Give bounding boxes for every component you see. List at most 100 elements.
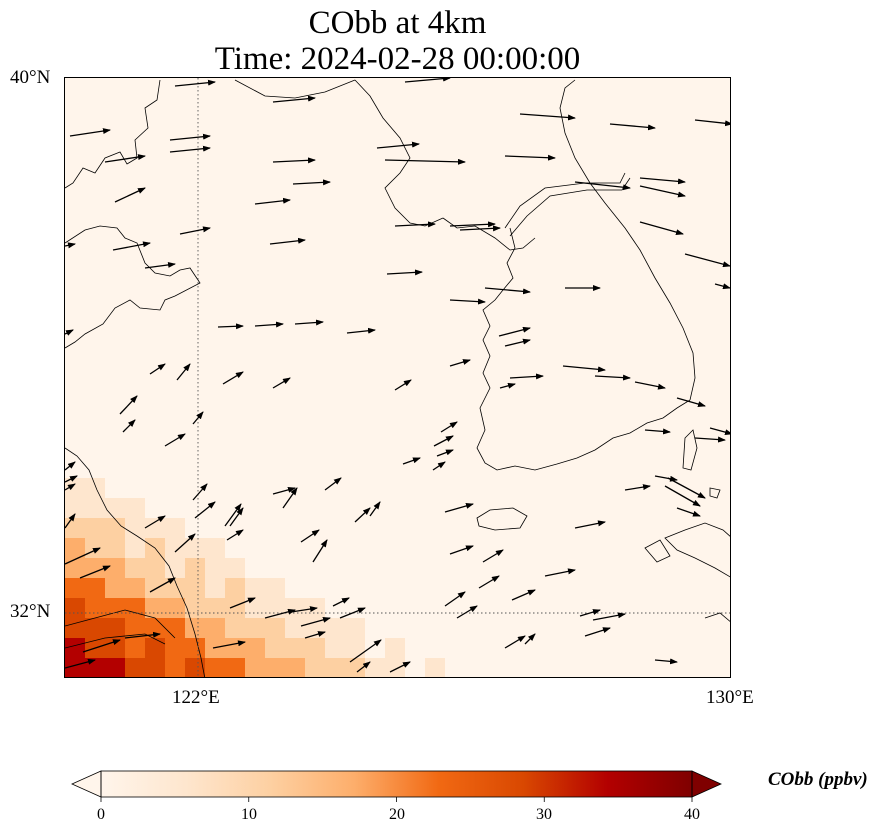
field-cell (145, 558, 166, 579)
field-cell (345, 638, 366, 659)
field-cell (85, 478, 106, 499)
field-cell (165, 498, 186, 519)
colorbar-tick-20: 20 (389, 806, 405, 823)
wind-vector (104, 154, 146, 163)
wind-vector (511, 589, 536, 601)
wind-vector (562, 365, 606, 373)
field-cell (65, 618, 86, 639)
field-cell (145, 498, 166, 519)
wind-vector (478, 575, 500, 589)
field-cell (305, 638, 326, 659)
field-cell (125, 558, 146, 579)
wind-vector (634, 381, 666, 390)
wind-vector (176, 363, 191, 381)
wind-vector (504, 635, 526, 649)
wind-vector (65, 475, 78, 483)
field-cell (105, 458, 126, 479)
colorbar-label: CObb (ppbv) (768, 769, 868, 790)
field-cell (225, 578, 246, 599)
wind-vector (290, 606, 318, 613)
wind-vector (504, 338, 531, 347)
field-cell (125, 658, 146, 677)
gridlines (65, 78, 730, 677)
field-cell (125, 578, 146, 599)
wind-vector (509, 373, 544, 380)
wind-vector (300, 529, 320, 543)
field-cell (325, 578, 346, 599)
field-cell (325, 638, 346, 659)
field-cell (145, 658, 166, 677)
wind-vector (217, 323, 244, 330)
wind-vector (694, 119, 730, 127)
map-canvas (65, 78, 730, 677)
field-cell (105, 558, 126, 579)
wind-vector (384, 158, 466, 165)
wind-vector (676, 397, 706, 407)
field-cell (65, 518, 86, 539)
colorbar-max-extension (691, 770, 722, 798)
field-cell (225, 558, 246, 579)
field-cell (245, 638, 266, 659)
wind-vector (584, 627, 611, 637)
wind-vector (69, 128, 111, 137)
wind-vector (389, 661, 411, 673)
wind-vector (264, 608, 296, 619)
colorbar-gradient (101, 771, 692, 797)
wind-vector (169, 133, 211, 141)
field-cell (205, 658, 226, 677)
field-cell (205, 638, 226, 659)
lon-label-122e: 122°E (172, 687, 220, 708)
field-cell (105, 518, 126, 539)
wind-vector (122, 419, 136, 433)
wind-vector (609, 123, 656, 131)
wind-vector (269, 237, 306, 245)
colorbar-tick-10: 10 (241, 806, 257, 823)
wind-vector (544, 568, 576, 577)
field-cell (325, 618, 346, 639)
field-cell (185, 638, 206, 659)
field-cell (285, 558, 306, 579)
wind-vector (124, 631, 161, 639)
wind-vector (292, 179, 331, 186)
wind-vector (449, 298, 486, 305)
wind-vector (594, 374, 631, 381)
field-cell (165, 518, 186, 539)
wind-vector (436, 449, 454, 457)
field-cell (65, 558, 86, 579)
wind-vector (65, 658, 96, 669)
wind-vector (644, 428, 671, 435)
wind-vector (624, 484, 651, 491)
wind-vector (164, 433, 186, 447)
wind-vectors (65, 78, 730, 673)
wind-vector (694, 436, 726, 443)
wind-vector (459, 225, 501, 232)
field-cell (125, 618, 146, 639)
field-cell (205, 618, 226, 639)
field-cell (265, 618, 286, 639)
wind-vector (714, 283, 730, 290)
lon-label-130e: 130°E (706, 687, 754, 708)
wind-vector (394, 379, 412, 391)
field-cell (65, 658, 86, 677)
wind-vector (65, 547, 101, 565)
field-cell (145, 518, 166, 539)
colorbar-min-extension (71, 770, 102, 798)
wind-vector (254, 321, 284, 328)
wind-vector (639, 185, 686, 198)
field-cell (345, 658, 366, 677)
field-cell (385, 638, 406, 659)
field-cell (285, 578, 306, 599)
field-cell (425, 638, 446, 659)
field-cell (165, 658, 186, 677)
wind-vector (304, 631, 326, 639)
wind-vector (79, 565, 111, 579)
wind-vector (482, 549, 504, 563)
field-cell (105, 578, 126, 599)
field-cell (65, 578, 86, 599)
wind-vector (149, 577, 176, 593)
wind-vector (676, 507, 701, 517)
wind-vector (709, 427, 730, 436)
wind-vector (356, 661, 371, 673)
field-cell (225, 618, 246, 639)
